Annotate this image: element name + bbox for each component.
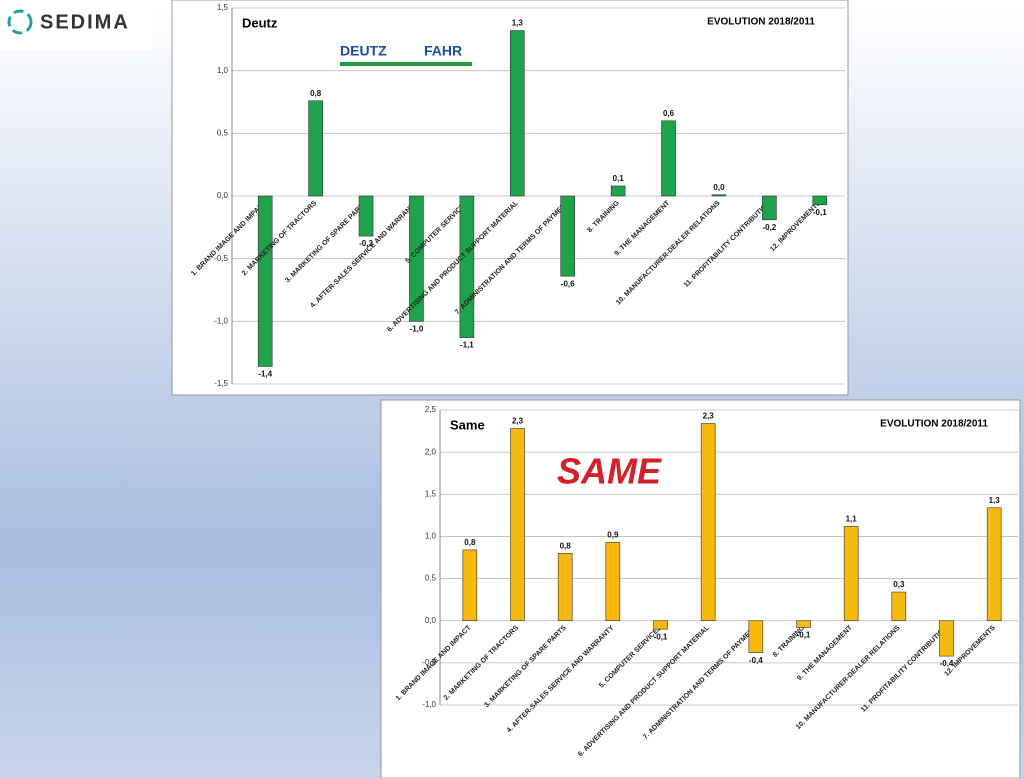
- y-tick-label: 0,5: [217, 128, 229, 137]
- logo-bar: [340, 62, 472, 66]
- value-label: 0,3: [893, 580, 905, 589]
- bar: [661, 120, 676, 197]
- charts: -1,5 -1,0 -0,5 0,0 0,5 1,0 1,5 Deutz EVOLUTION 2…: [171, 0, 1021, 778]
- bar: [762, 195, 777, 221]
- bar: [510, 428, 525, 622]
- brand-logo: SAME: [557, 451, 662, 492]
- chart-title: Same: [450, 417, 485, 432]
- value-label: -0,6: [561, 279, 575, 288]
- y-tick-label: 0,0: [217, 191, 229, 200]
- value-label: 0,9: [607, 530, 619, 539]
- y-tick-label: 1,5: [425, 489, 437, 498]
- bar: [409, 195, 424, 322]
- value-label: 0,1: [613, 174, 625, 183]
- y-tick-label: 1,5: [217, 3, 229, 12]
- bar: [257, 195, 273, 367]
- bar: [812, 195, 828, 206]
- bar: [711, 194, 727, 197]
- bar: [610, 185, 626, 197]
- bar: [843, 526, 859, 622]
- chart-subtitle: EVOLUTION 2018/2011: [880, 419, 988, 430]
- brand-logo: FAHR: [424, 43, 462, 59]
- value-label: -0,2: [762, 223, 776, 232]
- value-label: 2,3: [703, 412, 715, 421]
- value-label: 1,3: [989, 496, 1001, 505]
- y-tick-label: 2,5: [425, 405, 437, 414]
- bar: [462, 549, 478, 622]
- value-label: -0,1: [797, 631, 811, 640]
- bar: [509, 30, 525, 197]
- bar: [358, 195, 374, 237]
- value-label: -0,3: [359, 239, 373, 248]
- value-label: -0,1: [813, 208, 827, 217]
- bar: [986, 507, 1002, 622]
- value-label: 0,0: [713, 183, 725, 192]
- bar: [557, 552, 573, 622]
- value-label: 0,8: [560, 541, 572, 550]
- y-tick-label: -1,0: [214, 316, 228, 325]
- value-label: 2,3: [512, 417, 524, 426]
- chart-title: Deutz: [242, 15, 278, 30]
- y-tick-label: -0,5: [422, 658, 436, 667]
- y-tick-label: 1,0: [425, 532, 437, 541]
- value-label: -1,1: [460, 341, 474, 350]
- value-label: 1,3: [512, 19, 524, 28]
- chart-panel: [380, 399, 1021, 778]
- bar: [459, 195, 475, 338]
- bar: [653, 620, 668, 630]
- bar: [605, 542, 621, 622]
- logo-box: [0, 0, 152, 50]
- value-label: 0,8: [310, 89, 322, 98]
- bar: [700, 423, 716, 622]
- y-tick-label: 0,0: [425, 616, 437, 625]
- value-label: 0,6: [663, 109, 675, 118]
- bar: [748, 620, 764, 654]
- y-tick-label: -0,5: [214, 254, 228, 263]
- bar: [308, 100, 323, 197]
- value-label: -0,4: [940, 659, 954, 668]
- value-label: -0,4: [749, 656, 763, 665]
- bar: [796, 620, 811, 628]
- value-label: -1,0: [410, 324, 424, 333]
- y-tick-label: 2,0: [425, 447, 437, 456]
- brand-logo: DEUTZ: [340, 43, 387, 59]
- bar: [939, 620, 954, 657]
- y-tick-label: 0,5: [425, 574, 437, 583]
- y-tick-label: 1,0: [217, 66, 229, 75]
- logo-text: SEDIMA: [40, 11, 130, 33]
- chart-subtitle: EVOLUTION 2018/2011: [707, 17, 815, 28]
- value-label: 0,8: [464, 538, 476, 547]
- y-tick-label: -1,5: [214, 379, 228, 388]
- value-label: 1,1: [846, 514, 858, 523]
- bar: [891, 591, 907, 622]
- y-tick-label: -1,0: [422, 700, 436, 709]
- value-label: -0,1: [654, 632, 668, 641]
- bar: [560, 195, 576, 277]
- value-label: -1,4: [258, 370, 272, 379]
- logo-icon: [7, 9, 33, 35]
